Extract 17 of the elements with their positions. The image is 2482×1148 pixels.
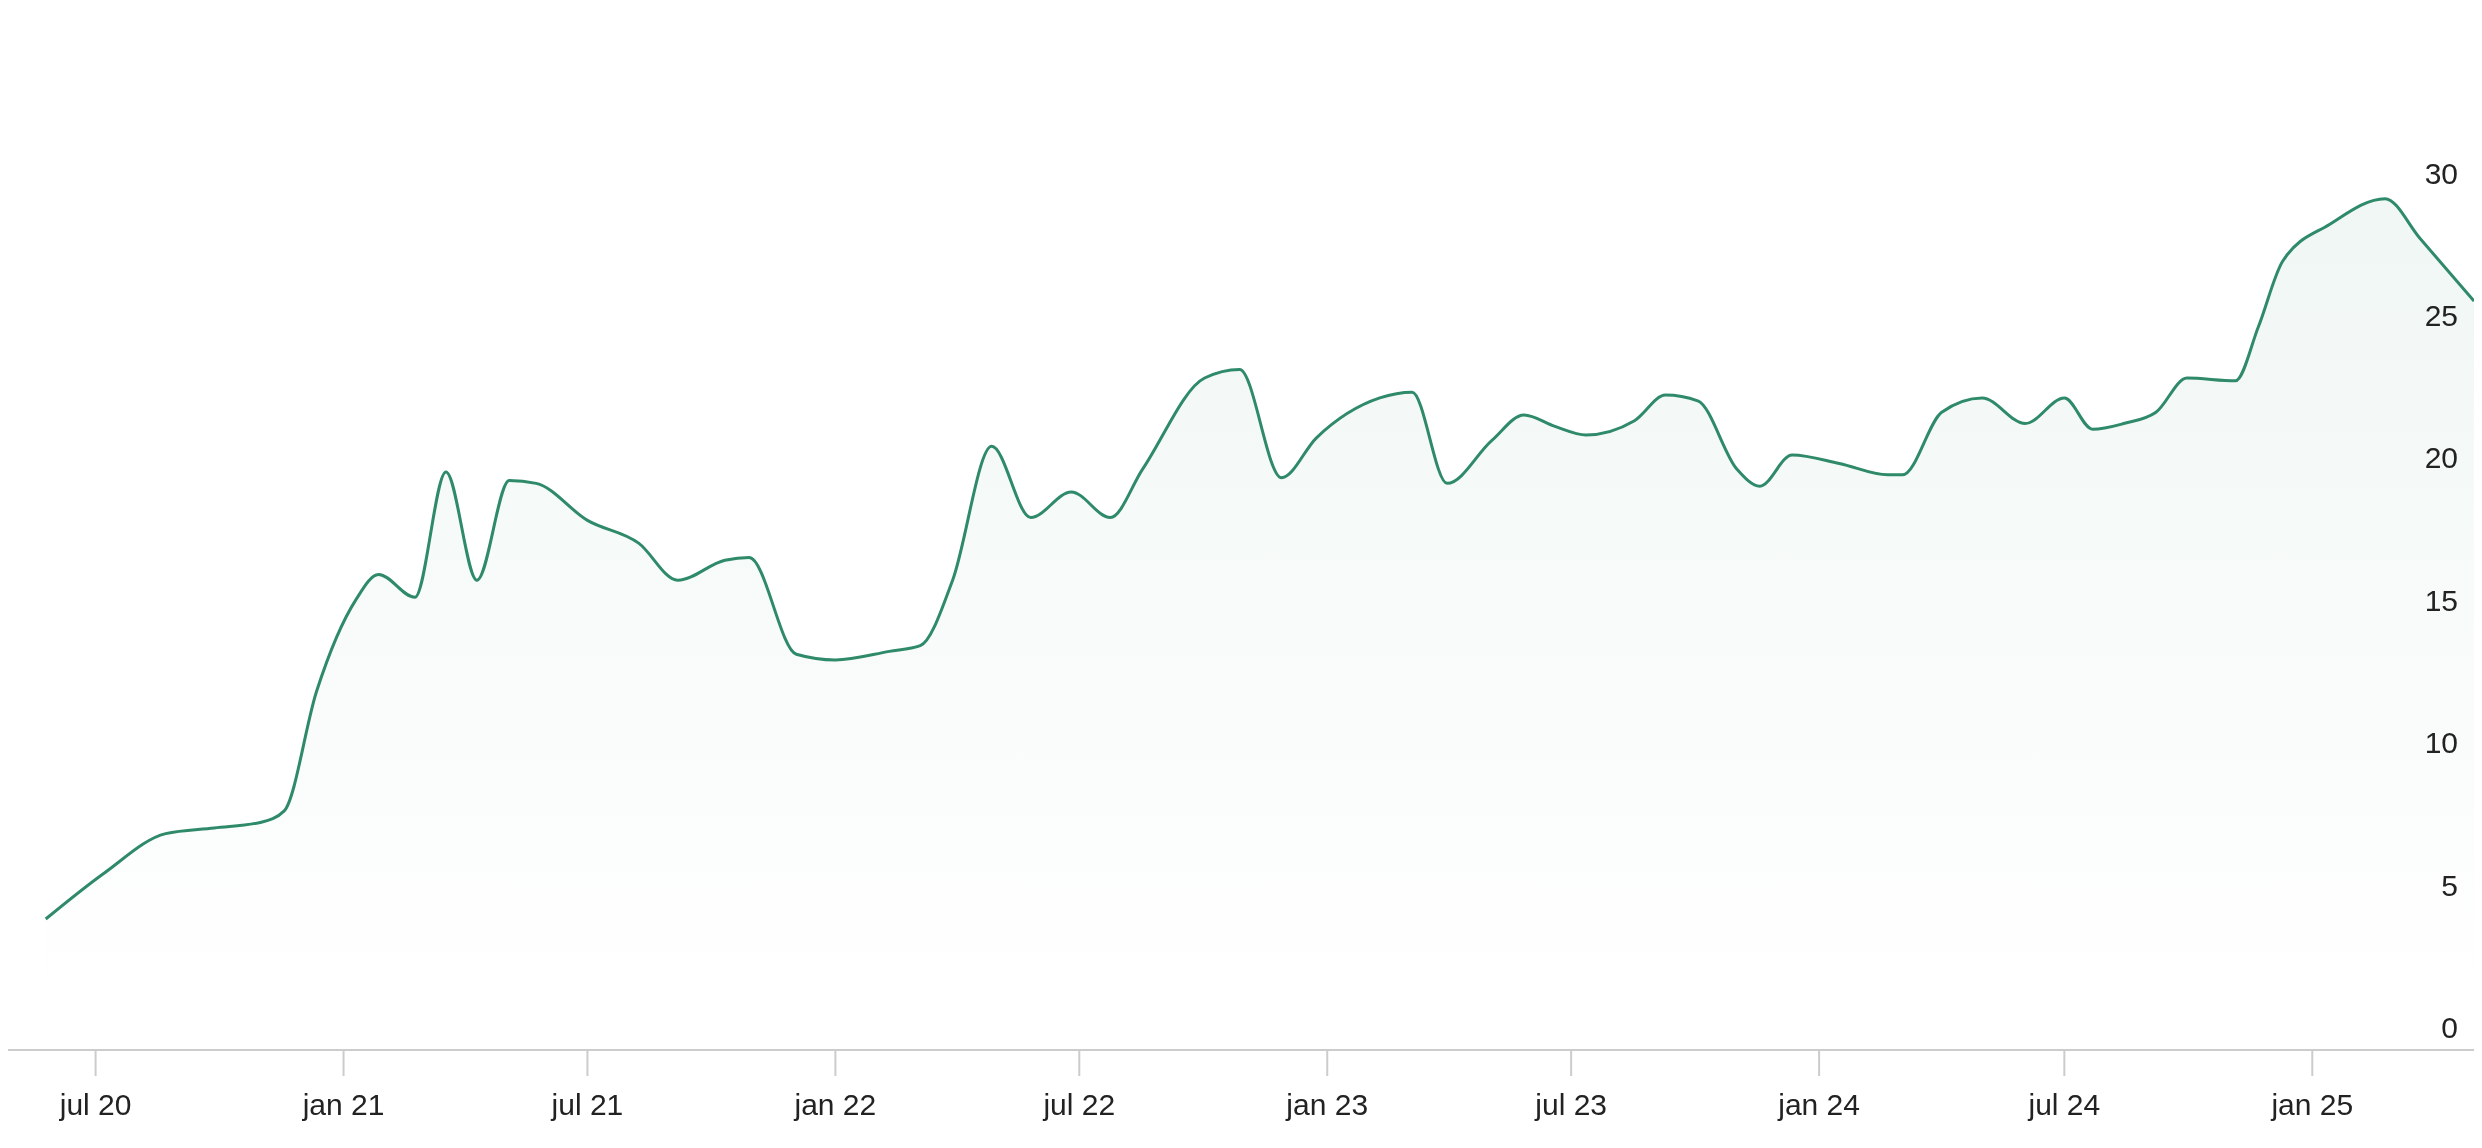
- y-tick-label: 20: [2424, 441, 2458, 475]
- y-tick-label: 30: [2424, 156, 2458, 190]
- x-tick-label: jan 23: [1285, 1088, 1369, 1122]
- y-tick-label: 0: [2441, 1010, 2458, 1044]
- x-tick-label: jul 24: [2027, 1088, 2101, 1122]
- x-tick-label: jan 21: [301, 1088, 385, 1122]
- x-tick-label: jul 22: [1042, 1088, 1116, 1122]
- y-tick-label: 15: [2424, 583, 2458, 617]
- x-tick-label: jul 20: [58, 1088, 132, 1122]
- x-tick-label: jul 23: [1534, 1088, 1608, 1122]
- x-tick-label: jan 25: [2270, 1088, 2354, 1122]
- y-tick-label: 5: [2441, 868, 2458, 902]
- y-tick-label: 10: [2424, 726, 2458, 760]
- x-tick-label: jul 21: [550, 1088, 624, 1122]
- x-tick-label: jan 24: [1777, 1088, 1860, 1122]
- x-tick-label: jan 22: [793, 1088, 877, 1122]
- y-tick-label: 25: [2424, 299, 2458, 333]
